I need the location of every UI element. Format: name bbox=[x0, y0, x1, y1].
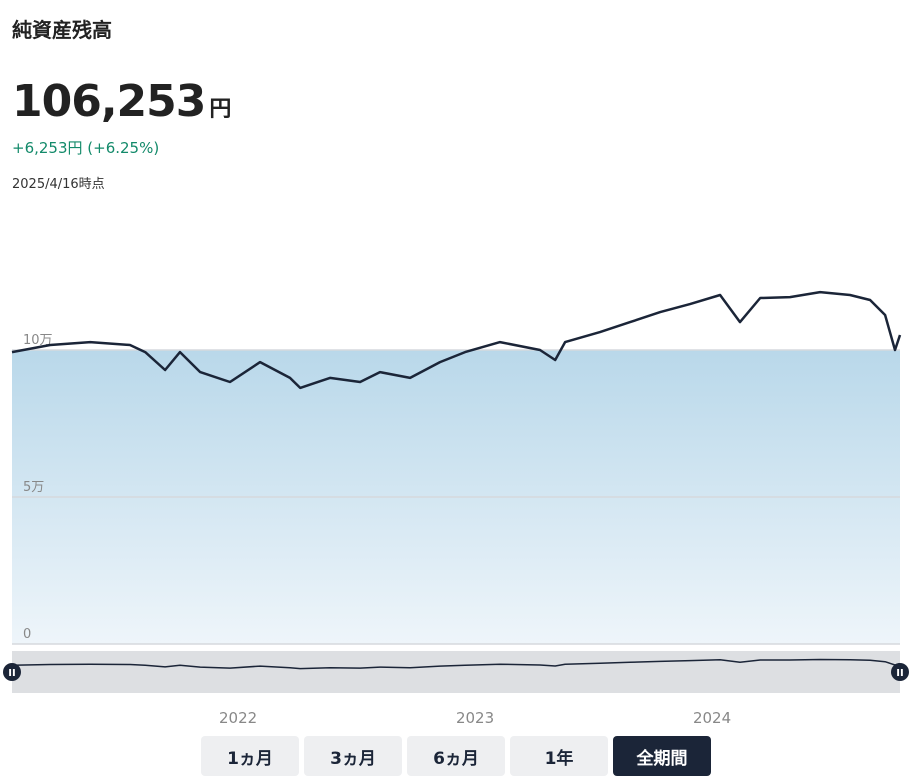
amount: 106,253 円 bbox=[12, 76, 231, 127]
line bbox=[11, 290, 902, 390]
change: +6,253円 (+6.25%) bbox=[12, 139, 160, 157]
navigator[interactable] bbox=[12, 651, 900, 693]
amount-unit: 円 bbox=[209, 97, 231, 122]
y-tick-label: 0 bbox=[23, 627, 31, 642]
range-button[interactable]: 全期間 bbox=[613, 736, 711, 776]
navigator-handle[interactable] bbox=[3, 663, 21, 681]
as-of: 2025/4/16時点 bbox=[12, 177, 105, 192]
x-tick-label: 2022 bbox=[219, 709, 257, 727]
range-button[interactable]: 1年 bbox=[510, 736, 608, 776]
range-buttons: 1ヵ月 3ヵ月 6ヵ月 1年 全期間 bbox=[201, 736, 711, 776]
range-button[interactable]: 6ヵ月 bbox=[407, 736, 505, 776]
x-tick-label: 2023 bbox=[456, 709, 494, 727]
chart: 0 5万 10万 2022 2023 2024 II II bbox=[3, 290, 909, 727]
handle-grip: II bbox=[896, 668, 903, 679]
amount-value: 106,253 bbox=[12, 76, 206, 127]
navigator-handle[interactable] bbox=[891, 663, 909, 681]
y-tick-label: 5万 bbox=[23, 480, 44, 495]
y-tick-label: 10万 bbox=[23, 333, 53, 348]
navigator-line bbox=[11, 658, 901, 670]
handle-grip: II bbox=[8, 668, 15, 679]
title: 純資産残高 bbox=[12, 18, 112, 42]
range-button[interactable]: 1ヵ月 bbox=[201, 736, 299, 776]
range-button[interactable]: 3ヵ月 bbox=[304, 736, 402, 776]
x-tick-label: 2024 bbox=[693, 709, 731, 727]
